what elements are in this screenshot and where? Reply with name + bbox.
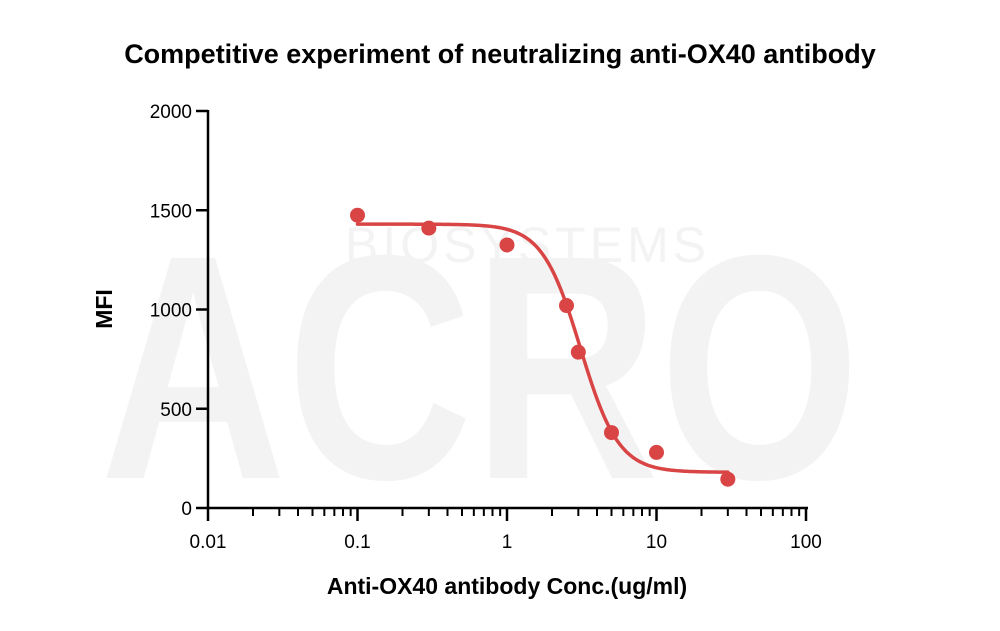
x-tick-label: 0.1: [344, 532, 370, 553]
x-axis: 0.01 0.1 1 10 100: [190, 506, 822, 553]
data-point: [499, 237, 515, 253]
y-tick-label: 1000: [150, 301, 192, 322]
watermark-logo: ACRO: [100, 188, 860, 546]
data-point: [603, 425, 619, 441]
x-tick-label: 10: [646, 532, 667, 553]
x-tick-label: 1: [502, 532, 513, 553]
fit-curve: [355, 222, 730, 474]
y-axis: 0 500 1000 1500 2000: [150, 102, 210, 520]
data-point: [558, 298, 574, 314]
y-tick-label: 0: [181, 499, 192, 520]
y-tick-label: 1500: [150, 201, 192, 222]
data-point: [720, 471, 736, 487]
x-axis-label: Anti-OX40 antibody Conc.(ug/ml): [327, 573, 687, 599]
data-point: [421, 220, 437, 236]
data-points: [350, 207, 736, 487]
x-tick-label: 100: [790, 532, 822, 553]
watermark-subtext: BIOSYSTEMS: [345, 217, 710, 273]
x-tick-label: 0.01: [190, 532, 227, 553]
y-tick-label: 500: [160, 400, 192, 421]
watermark: ACRO BIOSYSTEMS: [100, 188, 860, 546]
data-point: [570, 344, 586, 360]
y-ticks: 0 500 1000 1500 2000: [150, 102, 208, 520]
chart-title: Competitive experiment of neutralizing a…: [124, 39, 876, 69]
y-tick-label: 2000: [150, 102, 192, 123]
y-axis-label: MFI: [91, 289, 117, 329]
data-point: [350, 207, 365, 223]
data-point: [649, 444, 664, 460]
x-ticks: 0.01 0.1 1 10 100: [190, 508, 822, 553]
